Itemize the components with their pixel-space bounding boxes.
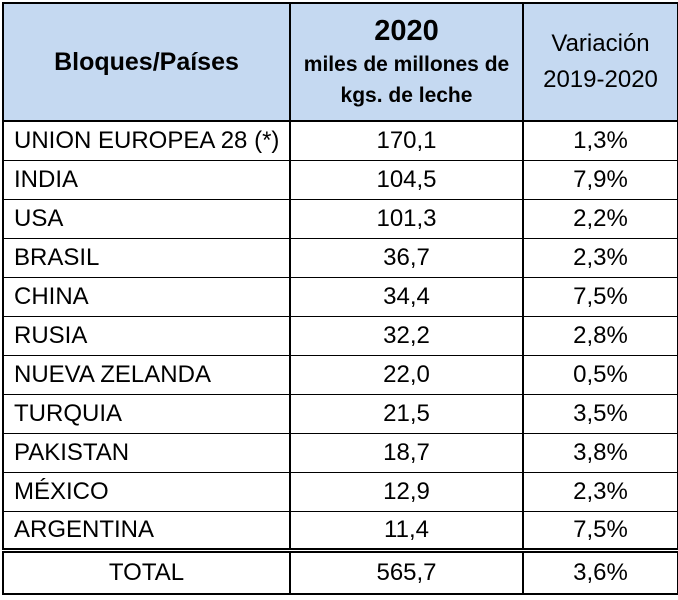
cell-value: 170,1 bbox=[289, 120, 524, 161]
cell-country: ARGENTINA bbox=[2, 510, 291, 551]
cell-value: 104,5 bbox=[289, 159, 524, 200]
cell-country: UNION EUROPEA 28 (*) bbox=[2, 120, 291, 161]
cell-variation: 3,8% bbox=[522, 432, 678, 473]
header-production: 2020 miles de millones de kgs. de leche bbox=[289, 2, 524, 122]
cell-variation: 2,8% bbox=[522, 315, 678, 356]
table-row: UNION EUROPEA 28 (*) 170,1 1,3% bbox=[2, 120, 678, 161]
cell-variation: 7,5% bbox=[522, 276, 678, 317]
table-row: RUSIA 32,2 2,8% bbox=[2, 315, 678, 356]
cell-variation: 2,2% bbox=[522, 198, 678, 239]
cell-variation: 7,5% bbox=[522, 510, 678, 551]
cell-value: 11,4 bbox=[289, 510, 524, 551]
cell-value: 32,2 bbox=[289, 315, 524, 356]
cell-variation: 1,3% bbox=[522, 120, 678, 161]
table-header: Bloques/Países 2020 miles de millones de… bbox=[2, 2, 678, 122]
table-row: INDIA 104,5 7,9% bbox=[2, 159, 678, 200]
cell-value: 12,9 bbox=[289, 471, 524, 512]
table-footer: TOTAL 565,7 3,6% bbox=[2, 547, 678, 595]
cell-country: PAKISTAN bbox=[2, 432, 291, 473]
header-unit-line2: kgs. de leche bbox=[340, 84, 473, 107]
cell-variation: 2,3% bbox=[522, 471, 678, 512]
cell-country: MÉXICO bbox=[2, 471, 291, 512]
cell-variation: 3,5% bbox=[522, 393, 678, 434]
cell-country: NUEVA ZELANDA bbox=[2, 354, 291, 395]
cell-country: USA bbox=[2, 198, 291, 239]
table-row: TURQUIA 21,5 3,5% bbox=[2, 393, 678, 434]
cell-country: BRASIL bbox=[2, 237, 291, 278]
table-row: MÉXICO 12,9 2,3% bbox=[2, 471, 678, 512]
cell-value: 34,4 bbox=[289, 276, 524, 317]
total-value: 565,7 bbox=[289, 547, 524, 595]
cell-variation: 7,9% bbox=[522, 159, 678, 200]
table-row: PAKISTAN 18,7 3,8% bbox=[2, 432, 678, 473]
table-row: ARGENTINA 11,4 7,5% bbox=[2, 510, 678, 551]
header-variation-line1: Variación bbox=[551, 30, 650, 57]
header-country: Bloques/Países bbox=[2, 2, 291, 122]
total-variation: 3,6% bbox=[522, 547, 678, 595]
cell-country: INDIA bbox=[2, 159, 291, 200]
header-variation: Variación 2019-2020 bbox=[522, 2, 678, 122]
header-unit-line1: miles de millones de bbox=[303, 53, 510, 76]
cell-value: 18,7 bbox=[289, 432, 524, 473]
table-body: UNION EUROPEA 28 (*) 170,1 1,3% INDIA 10… bbox=[2, 120, 678, 551]
header-year: 2020 bbox=[374, 15, 439, 47]
cell-variation: 0,5% bbox=[522, 354, 678, 395]
cell-value: 36,7 bbox=[289, 237, 524, 278]
header-row: Bloques/Países 2020 miles de millones de… bbox=[2, 2, 678, 122]
total-label: TOTAL bbox=[2, 547, 291, 595]
total-row: TOTAL 565,7 3,6% bbox=[2, 547, 678, 595]
table-row: NUEVA ZELANDA 22,0 0,5% bbox=[2, 354, 678, 395]
cell-country: RUSIA bbox=[2, 315, 291, 356]
table-row: CHINA 34,4 7,5% bbox=[2, 276, 678, 317]
header-country-label: Bloques/Países bbox=[54, 48, 239, 76]
header-variation-line2: 2019-2020 bbox=[543, 66, 658, 93]
table-row: BRASIL 36,7 2,3% bbox=[2, 237, 678, 278]
cell-value: 101,3 bbox=[289, 198, 524, 239]
cell-value: 21,5 bbox=[289, 393, 524, 434]
cell-variation: 2,3% bbox=[522, 237, 678, 278]
table-row: USA 101,3 2,2% bbox=[2, 198, 678, 239]
cell-country: TURQUIA bbox=[2, 393, 291, 434]
cell-country: CHINA bbox=[2, 276, 291, 317]
cell-value: 22,0 bbox=[289, 354, 524, 395]
